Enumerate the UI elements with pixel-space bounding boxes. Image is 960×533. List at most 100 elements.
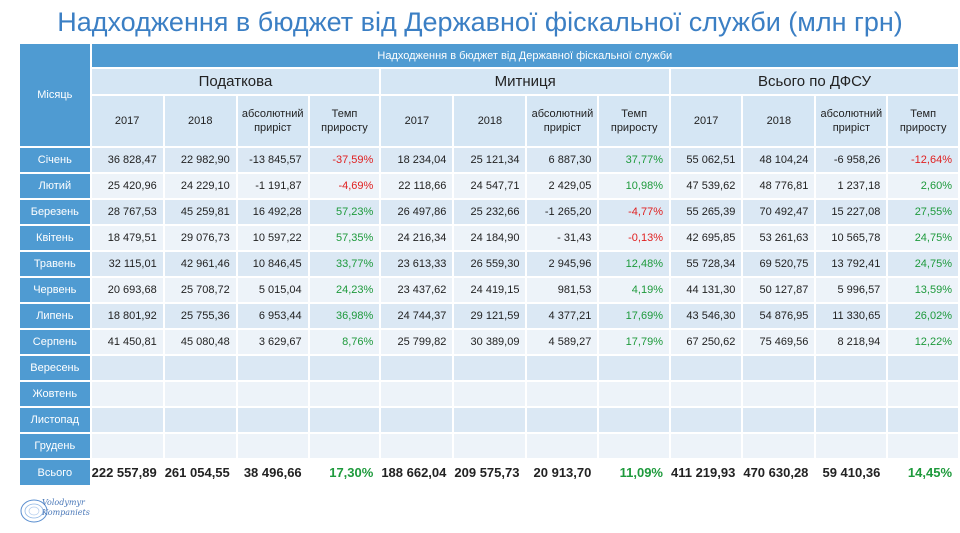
value-cell: 981,53 (527, 278, 598, 302)
value-cell: 12,22% (888, 330, 958, 354)
logo-text: Volodymyr Kompaniets (42, 498, 90, 518)
month-cell: Вересень (20, 356, 90, 380)
month-cell: Червень (20, 278, 90, 302)
value-cell: 25 755,36 (164, 304, 236, 328)
value-cell (454, 408, 526, 432)
value-cell (237, 408, 308, 432)
value-cell: 45 259,81 (164, 200, 236, 224)
value-cell: 25 121,34 (454, 148, 526, 172)
table-row: Серпень 41 450,81 45 080,48 3 629,67 8,76% 25… (20, 330, 958, 354)
subheader-cell: 2017 (91, 96, 163, 146)
value-cell: 55 062,51 (670, 148, 742, 172)
value-cell: -1 191,87 (237, 174, 308, 198)
value-cell: 16 492,28 (237, 200, 308, 224)
value-cell: 59 410,36 (816, 460, 887, 485)
value-cell (816, 382, 887, 406)
value-cell: 8,76% (309, 330, 380, 354)
value-cell: 10,98% (599, 174, 669, 198)
value-cell: -6 958,26 (816, 148, 887, 172)
value-cell: 57,35% (309, 226, 380, 250)
value-cell: 47 539,62 (670, 174, 742, 198)
group-header-customs: Митниця (381, 69, 669, 94)
month-header: Місяць (20, 44, 90, 146)
value-cell: 4,19% (599, 278, 669, 302)
main-header: Надходження в бюджет від Державної фіска… (91, 44, 958, 67)
month-cell: Лютий (20, 174, 90, 198)
value-cell (599, 408, 669, 432)
value-cell: 18 801,92 (91, 304, 163, 328)
value-cell (743, 434, 815, 458)
value-cell: 24 216,34 (381, 226, 453, 250)
value-cell: 55 265,39 (670, 200, 742, 224)
subheader-cell: Темп приросту (599, 96, 669, 146)
value-cell (164, 434, 236, 458)
value-cell: 37,77% (599, 148, 669, 172)
value-cell: -0,13% (599, 226, 669, 250)
value-cell: 209 575,73 (454, 460, 526, 485)
month-cell: Березень (20, 200, 90, 224)
value-cell: 50 127,87 (743, 278, 815, 302)
table-row: Червень 20 693,68 25 708,72 5 015,04 24,23% 2… (20, 278, 958, 302)
group-header-total: Всього по ДФСУ (670, 69, 958, 94)
value-cell: 24,75% (888, 252, 958, 276)
table-row: Квітень 18 479,51 29 076,73 10 597,22 57,35%… (20, 226, 958, 250)
value-cell: 30 389,09 (454, 330, 526, 354)
value-cell: 24 229,10 (164, 174, 236, 198)
subheader-cell: 2017 (381, 96, 453, 146)
value-cell (599, 434, 669, 458)
subheader-cell: абсолютний приріст (816, 96, 887, 146)
value-cell (309, 382, 380, 406)
value-cell: 17,69% (599, 304, 669, 328)
value-cell: 36,98% (309, 304, 380, 328)
table-row: Березень 28 767,53 45 259,81 16 492,28 57,23… (20, 200, 958, 224)
value-cell (527, 356, 598, 380)
value-cell (309, 434, 380, 458)
value-cell: 18 479,51 (91, 226, 163, 250)
value-cell: 10 597,22 (237, 226, 308, 250)
value-cell: 67 250,62 (670, 330, 742, 354)
value-cell: 15 227,08 (816, 200, 887, 224)
value-cell: 222 557,89 (91, 460, 163, 485)
value-cell: 18 234,04 (381, 148, 453, 172)
month-cell: Січень (20, 148, 90, 172)
value-cell: 13,59% (888, 278, 958, 302)
subheader-cell: 2018 (164, 96, 236, 146)
value-cell: 38 496,66 (237, 460, 308, 485)
subheader-row: 2017 2018 абсолютний приріст Темп приросту 2… (20, 96, 958, 146)
value-cell: -37,59% (309, 148, 380, 172)
value-cell: 470 630,28 (743, 460, 815, 485)
subheader-cell: Темп приросту (888, 96, 958, 146)
month-cell: Грудень (20, 434, 90, 458)
value-cell: 11 330,65 (816, 304, 887, 328)
value-cell: 48 104,24 (743, 148, 815, 172)
value-cell (888, 382, 958, 406)
subheader-cell: 2018 (743, 96, 815, 146)
total-row: Всього 222 557,89 261 054,55 38 496,66 17,30… (20, 460, 958, 485)
value-cell (743, 408, 815, 432)
value-cell: 17,79% (599, 330, 669, 354)
table-row: Грудень (20, 434, 958, 458)
value-cell: 6 953,44 (237, 304, 308, 328)
subheader-cell: Темп приросту (309, 96, 380, 146)
page-title: Надходження в бюджет від Державної фіска… (57, 7, 903, 37)
month-cell: Серпень (20, 330, 90, 354)
logo-swirl (20, 499, 48, 523)
month-cell: Листопад (20, 408, 90, 432)
value-cell (816, 408, 887, 432)
value-cell: 57,23% (309, 200, 380, 224)
value-cell: 2 429,05 (527, 174, 598, 198)
table-row: Листопад (20, 408, 958, 432)
value-cell: 5 015,04 (237, 278, 308, 302)
value-cell (164, 382, 236, 406)
value-cell (527, 434, 598, 458)
value-cell (888, 408, 958, 432)
value-cell: 8 218,94 (816, 330, 887, 354)
value-cell: 75 469,56 (743, 330, 815, 354)
value-cell: 5 996,57 (816, 278, 887, 302)
value-cell (743, 382, 815, 406)
value-cell: 24,75% (888, 226, 958, 250)
value-cell: 10 565,78 (816, 226, 887, 250)
value-cell: 11,09% (599, 460, 669, 485)
month-cell: Липень (20, 304, 90, 328)
logo-line1: Volodymyr (42, 498, 85, 507)
